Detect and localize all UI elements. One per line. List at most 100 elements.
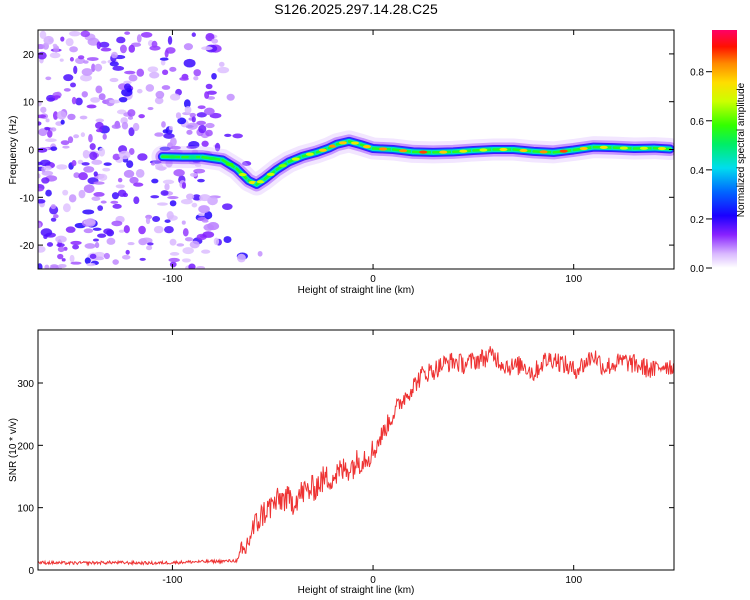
noise-blob — [112, 259, 119, 265]
noise-blob — [184, 106, 192, 114]
noise-blob — [164, 183, 170, 191]
noise-blob — [189, 172, 198, 177]
noise-blob — [160, 190, 169, 196]
noise-blob — [39, 30, 47, 39]
noise-blob — [93, 181, 105, 185]
noise-blob — [205, 129, 213, 137]
noise-blob — [203, 107, 215, 116]
noise-blob — [203, 223, 215, 231]
noise-blob — [222, 203, 233, 210]
noise-blob — [38, 121, 42, 126]
noise-blob — [71, 160, 77, 167]
ridge-peak — [238, 172, 247, 177]
noise-blob — [59, 58, 64, 62]
noise-blob — [38, 199, 46, 204]
noise-blob — [162, 179, 175, 185]
noise-blob — [180, 198, 193, 205]
noise-blob — [218, 61, 225, 67]
noise-blob — [205, 83, 213, 90]
noise-blob — [38, 222, 42, 229]
noise-blob — [73, 65, 78, 75]
noise-blob — [90, 97, 101, 103]
noise-blob — [182, 228, 189, 237]
noise-blob — [164, 219, 171, 223]
noise-blob — [93, 192, 105, 197]
noise-blob — [56, 164, 68, 170]
noise-blob — [181, 220, 186, 225]
ridge-peak — [639, 146, 648, 150]
noise-blob — [49, 52, 61, 59]
noise-blob — [199, 194, 211, 202]
noise-blob — [126, 160, 134, 168]
noise-blob — [73, 172, 80, 179]
noise-blob — [181, 182, 186, 189]
noise-blob — [81, 68, 93, 76]
snr-x-axis-label: Height of straight line (km) — [298, 585, 415, 596]
noise-blob — [121, 88, 133, 97]
noise-blob — [98, 173, 108, 181]
ridge-peak — [619, 146, 628, 150]
noise-blob — [169, 145, 181, 150]
noise-blob — [164, 49, 169, 58]
spectrogram-ridge-layer — [151, 130, 674, 196]
x-tick-label: 100 — [565, 575, 582, 586]
snr-panel: -100 0 100 0 100 200 300 Height of straight li… — [8, 329, 675, 596]
noise-blob — [124, 70, 136, 75]
noise-blob — [155, 166, 167, 171]
noise-blob — [65, 226, 76, 233]
noise-blob — [98, 93, 106, 101]
noise-blob — [193, 168, 206, 174]
noise-blob — [45, 189, 52, 197]
ridge-peak — [459, 149, 468, 153]
noise-blob — [83, 60, 89, 64]
noise-blob — [91, 159, 103, 165]
ridge-peak — [208, 156, 217, 161]
noise-blob — [110, 200, 119, 204]
noise-blob — [128, 44, 136, 53]
noise-blob — [38, 263, 43, 269]
noise-blob — [177, 117, 187, 125]
noise-blob — [40, 228, 53, 237]
noise-blob — [38, 128, 48, 137]
noise-blob — [103, 228, 113, 235]
colorbar-tick-label: 0.6 — [690, 117, 704, 128]
noise-blob — [197, 212, 206, 217]
y-tick-label: 0 — [28, 566, 34, 577]
noise-blob — [82, 209, 95, 215]
noise-blob — [50, 217, 57, 222]
noise-blob — [94, 256, 105, 261]
noise-blob — [68, 30, 81, 37]
noise-blob — [62, 203, 71, 213]
noise-blob — [145, 217, 151, 225]
spectrogram-x-axis-label: Height of straight line (km) — [298, 285, 415, 296]
noise-blob — [38, 147, 48, 153]
noise-blob — [97, 205, 104, 211]
noise-blob — [161, 85, 171, 90]
noise-blob — [119, 44, 127, 54]
noise-blob — [169, 66, 177, 72]
noise-blob — [88, 134, 93, 143]
noise-blob — [82, 149, 90, 159]
noise-blob — [147, 106, 154, 111]
ridge-peak — [499, 147, 508, 152]
x-tick-label: 0 — [370, 575, 376, 586]
noise-blob — [181, 258, 191, 263]
noise-blob — [196, 112, 207, 118]
noise-blob — [60, 140, 70, 146]
noise-blob — [223, 236, 232, 243]
noise-blob — [160, 59, 166, 66]
noise-blob — [69, 254, 75, 263]
ridge-peak — [266, 172, 275, 176]
x-tick-label: 100 — [565, 274, 582, 285]
noise-blob — [103, 162, 112, 166]
noise-blob — [198, 124, 207, 134]
noise-blob — [67, 113, 76, 121]
noise-blob — [80, 74, 92, 82]
noise-blob — [81, 162, 90, 166]
noise-blob — [118, 229, 125, 233]
ridge-peak — [519, 148, 528, 153]
noise-blob — [77, 159, 84, 165]
noise-blob — [166, 211, 174, 220]
